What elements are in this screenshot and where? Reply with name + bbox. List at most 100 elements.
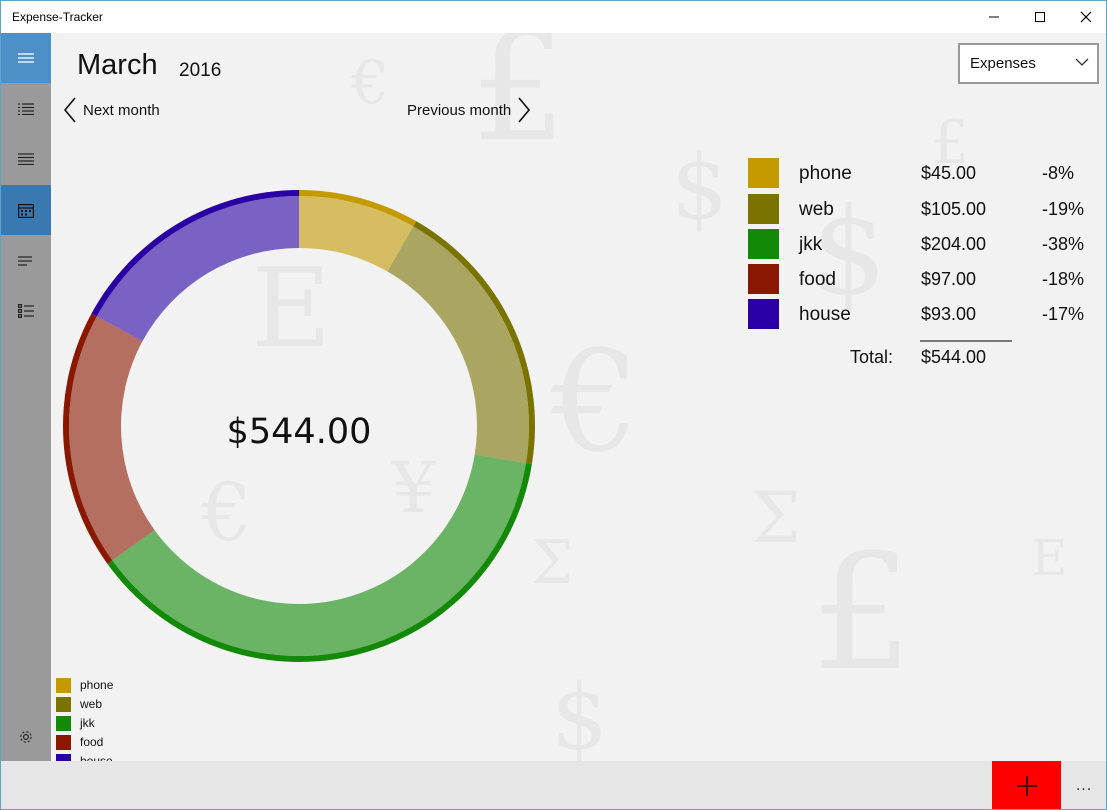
summary-row: house $93.00 -17% [748, 299, 1098, 329]
background-dollar-icon: $ [671, 135, 729, 240]
category-amount: $93.00 [921, 304, 977, 324]
total-value: $544.00 [921, 347, 987, 367]
sidebar-item-calendar[interactable] [1, 185, 51, 235]
year-label: 2016 [179, 60, 222, 81]
close-button[interactable] [1063, 1, 1106, 33]
category-name: food [799, 269, 836, 290]
add-expense-button[interactable] [992, 761, 1061, 809]
category-percent: -8% [1042, 163, 1075, 183]
expense-donut-chart: $544.00 [62, 190, 535, 662]
background-pound-bottom-icon: £ [811, 519, 913, 706]
legend-label: phone [80, 678, 114, 692]
close-icon [1080, 11, 1092, 23]
sidebar-item-list[interactable] [1, 84, 51, 134]
donut-slice-edge-house [91, 190, 299, 317]
category-name: jkk [799, 234, 823, 255]
total-label: Total: [850, 347, 894, 367]
chevron-left-icon [63, 97, 76, 123]
hamburger-icon [18, 53, 34, 63]
donut-slice-jkk[interactable] [112, 454, 526, 656]
color-swatch [748, 229, 779, 259]
sidebar-item-bullet-list[interactable] [1, 286, 51, 336]
total-divider [920, 340, 1012, 342]
donut-slice-edge-web [413, 221, 535, 464]
legend-swatch [56, 734, 71, 750]
next-month-button[interactable]: Next month [63, 95, 160, 125]
category-amount: $105.00 [921, 199, 987, 219]
donut-slice-house[interactable] [96, 196, 299, 342]
legend-item: house [56, 753, 113, 761]
category-amount: $97.00 [921, 269, 977, 289]
category-type-dropdown[interactable]: Expenses [958, 43, 1099, 84]
calendar-icon [18, 203, 34, 218]
donut-slice-phone[interactable] [299, 196, 414, 272]
legend-item: web [56, 696, 102, 712]
donut-slice-food[interactable] [68, 316, 155, 561]
legend-swatch [56, 677, 71, 693]
previous-month-label: Previous month [407, 101, 512, 119]
title-bar: Expense-Tracker [1, 1, 1106, 33]
month-title: March [77, 49, 158, 81]
donut-slice-edge-phone [299, 190, 417, 227]
donut-slice-web[interactable] [387, 226, 529, 464]
category-percent: -17% [1042, 304, 1085, 324]
legend-label: house [80, 754, 113, 761]
next-month-label: Next month [83, 101, 160, 119]
category-name: web [799, 199, 834, 220]
background-euro-large-icon: € [551, 321, 641, 484]
legend-swatch [56, 753, 71, 761]
maximize-icon [1035, 12, 1045, 22]
background-e-small-icon: E [1031, 529, 1068, 587]
settings-button[interactable] [1, 721, 51, 753]
color-swatch [748, 299, 779, 329]
legend-item: phone [56, 677, 113, 693]
window-title: Expense-Tracker [12, 10, 103, 24]
category-percent: -19% [1042, 199, 1085, 219]
minimize-icon [989, 16, 999, 18]
summary-row: jkk $204.00 -38% [748, 229, 1098, 259]
gear-icon [20, 731, 32, 743]
category-percent: -18% [1042, 269, 1085, 289]
legend-swatch [56, 715, 71, 731]
color-swatch [748, 194, 779, 224]
category-name: house [799, 304, 851, 325]
chevron-down-icon [1075, 58, 1089, 66]
maximize-button[interactable] [1017, 1, 1063, 33]
main-content: £ € $ $ € E £ Σ £ € ¥ Σ E $ March 2016 N… [51, 33, 1106, 761]
category-amount: $45.00 [921, 163, 977, 183]
background-dollar-bottom-icon: $ [551, 665, 609, 762]
color-swatch [748, 264, 779, 294]
summary-row: phone $45.00 -8% [748, 158, 1098, 188]
legend-label: web [80, 697, 103, 711]
legend-label: food [80, 735, 104, 749]
summary-row: food $97.00 -18% [748, 264, 1098, 294]
legend-item: food [56, 734, 103, 750]
donut-center-total: $544.00 [227, 412, 372, 452]
previous-month-button[interactable]: Previous month [407, 95, 531, 125]
summary-row: web $105.00 -19% [748, 194, 1098, 224]
background-sigma-icon: Σ [751, 477, 801, 559]
minimize-button[interactable] [971, 1, 1017, 33]
donut-slice-edge-food [62, 313, 113, 564]
dropdown-value: Expenses [970, 55, 1036, 72]
bottom-app-bar: ... [1, 761, 1106, 809]
category-percent: -38% [1042, 234, 1085, 254]
color-swatch [748, 158, 779, 188]
plus-icon [1016, 775, 1037, 796]
background-euro-icon: € [351, 48, 390, 118]
sidebar-menu-button[interactable] [1, 33, 51, 83]
list-detail-icon [18, 153, 34, 165]
sidebar [1, 33, 51, 761]
category-name: phone [799, 163, 852, 184]
legend-label: jkk [80, 716, 95, 730]
category-amount: $204.00 [921, 234, 987, 254]
chevron-right-icon [518, 97, 531, 123]
more-options-button[interactable]: ... [1075, 777, 1093, 794]
bullet-list-icon [18, 304, 34, 318]
sidebar-item-detail-list[interactable] [1, 134, 51, 184]
lines-icon [18, 256, 32, 266]
legend-swatch [56, 696, 71, 712]
chart-legend: phone web jkk food house [56, 675, 176, 761]
sidebar-item-notes[interactable] [1, 236, 51, 286]
